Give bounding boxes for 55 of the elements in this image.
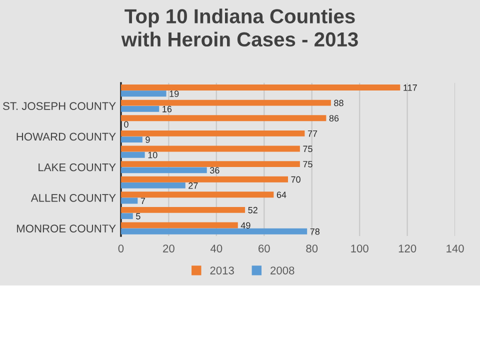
data-label: 78 bbox=[310, 228, 320, 235]
bar bbox=[120, 192, 274, 198]
data-label: 86 bbox=[329, 115, 339, 122]
data-label: 75 bbox=[303, 146, 312, 152]
bar bbox=[120, 182, 186, 188]
bar bbox=[120, 130, 305, 136]
y-tick-label: HOWARD COUNTY bbox=[16, 132, 116, 141]
bar bbox=[120, 115, 326, 122]
bar bbox=[120, 106, 160, 112]
chart-title: Top 10 Indiana Counties with Heroin Cases - 2013 bbox=[121, 8, 358, 47]
bar bbox=[120, 206, 246, 213]
data-label: 0 bbox=[124, 121, 128, 128]
y-tick-label: ALLEN COUNTY bbox=[30, 194, 116, 202]
data-label: 52 bbox=[248, 206, 258, 214]
data-label: 64 bbox=[276, 192, 286, 198]
bar bbox=[120, 198, 138, 204]
y-tick-label: LAKE COUNTY bbox=[38, 163, 116, 172]
data-label: 36 bbox=[210, 167, 220, 174]
data-label: 70 bbox=[291, 176, 300, 183]
x-tick-label: 60 bbox=[258, 244, 270, 252]
data-label: 75 bbox=[303, 161, 312, 168]
legend-label: 2008 bbox=[270, 266, 294, 274]
x-tick-label: 40 bbox=[210, 244, 222, 252]
data-label: 10 bbox=[148, 152, 158, 158]
bar bbox=[120, 161, 300, 168]
data-label: 117 bbox=[404, 84, 417, 91]
legend-label: 2013 bbox=[210, 266, 234, 274]
bar bbox=[120, 90, 166, 97]
bar bbox=[120, 84, 400, 90]
y-tick-label: MONROE COUNTY bbox=[17, 224, 116, 232]
x-tick-label: 140 bbox=[446, 244, 464, 252]
data-label: 9 bbox=[146, 136, 150, 143]
x-tick-label: 100 bbox=[351, 244, 368, 252]
x-tick-label: 80 bbox=[306, 244, 318, 252]
data-label: 49 bbox=[240, 222, 250, 229]
x-tick-label: 120 bbox=[398, 244, 416, 252]
bar bbox=[120, 213, 133, 220]
bar bbox=[120, 136, 142, 143]
data-label: 27 bbox=[188, 182, 198, 189]
data-label: 16 bbox=[162, 106, 172, 112]
bar bbox=[120, 152, 145, 158]
data-label: 5 bbox=[136, 213, 140, 220]
y-tick-label: ST. JOSEPH COUNTY bbox=[3, 102, 116, 110]
x-tick-label: 20 bbox=[163, 244, 174, 252]
bar bbox=[120, 146, 300, 152]
data-label: 77 bbox=[308, 130, 318, 137]
data-label: 7 bbox=[140, 198, 146, 204]
data-label: 88 bbox=[334, 100, 344, 106]
bar bbox=[120, 167, 207, 174]
bar bbox=[120, 228, 308, 234]
bar bbox=[120, 176, 288, 182]
bar bbox=[120, 100, 331, 106]
data-label: 19 bbox=[170, 90, 179, 97]
bar bbox=[120, 222, 238, 228]
x-tick-label: 0 bbox=[118, 244, 124, 252]
